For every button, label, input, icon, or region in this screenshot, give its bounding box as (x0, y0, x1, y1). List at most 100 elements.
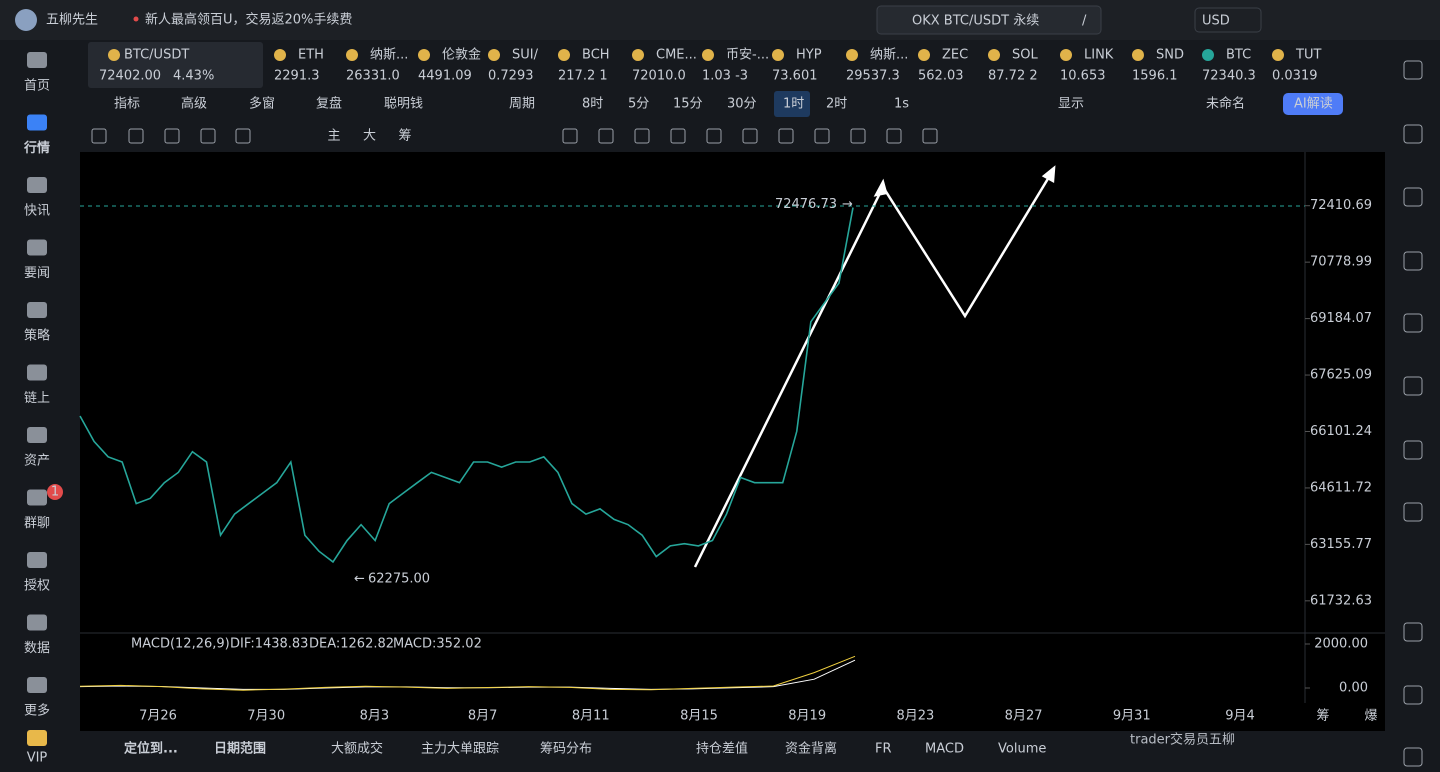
sidebar-icon[interactable] (27, 114, 47, 131)
tool-icon[interactable] (886, 128, 902, 144)
sidebar-label[interactable]: 策略 (24, 328, 50, 344)
tool-icon[interactable] (922, 128, 938, 144)
ticker-price[interactable]: 562.03 (918, 69, 964, 84)
sidebar-label[interactable]: 更多 (24, 703, 50, 719)
sidebar-label[interactable]: 资产 (24, 454, 50, 469)
ticker-price[interactable]: 2291.3 (274, 69, 320, 84)
drawing-tool[interactable]: 大 (363, 129, 376, 144)
sidebar-label[interactable]: 群聊 (24, 516, 50, 531)
right-icon[interactable] (1403, 376, 1423, 396)
avatar[interactable] (15, 9, 37, 31)
tool-icon[interactable] (670, 128, 686, 144)
ticker-name[interactable]: LINK (1084, 48, 1114, 63)
toolbar-item[interactable]: 多窗 (249, 96, 275, 112)
sidebar-icon[interactable] (27, 614, 47, 631)
ticker-name[interactable]: SND (1156, 48, 1184, 63)
ticker-name[interactable]: 纳斯... (370, 48, 408, 63)
bottom-tab[interactable]: Volume (998, 742, 1046, 757)
tool-icon[interactable] (200, 128, 216, 144)
sidebar-icon[interactable] (27, 364, 47, 381)
ticker-price[interactable]: 0.7293 (488, 69, 534, 84)
toolbar-item[interactable]: 周期 (509, 97, 535, 112)
ticker-name[interactable]: 伦敦金 (442, 47, 481, 63)
toolbar-item[interactable]: 聪明钱 (384, 97, 423, 112)
sidebar-label[interactable]: 行情 (23, 140, 50, 156)
sidebar-icon[interactable] (27, 427, 47, 443)
toolbar-item[interactable]: 15分 (673, 97, 703, 112)
ticker-price[interactable]: 1.03 -3 (702, 69, 748, 84)
sidebar-label[interactable]: 授权 (24, 578, 50, 594)
right-icon[interactable] (1403, 124, 1423, 144)
toolbar-item[interactable]: 8时 (582, 97, 603, 112)
sidebar-label[interactable]: 首页 (24, 79, 50, 94)
bottom-tab[interactable]: 日期范围 (214, 741, 266, 757)
ticker-name[interactable]: SOL (1012, 48, 1038, 63)
ticker-price[interactable]: 217.2 1 (558, 69, 608, 84)
ticker-price[interactable]: 29537.3 (846, 69, 900, 84)
ticker-price[interactable]: 0.0319 (1272, 69, 1318, 84)
right-icon[interactable] (1403, 440, 1423, 460)
toolbar-item[interactable]: 显示 (1058, 97, 1084, 112)
toolbar-item[interactable]: 5分 (628, 97, 649, 112)
drawing-tool[interactable]: 主 (327, 129, 340, 144)
toolbar-item[interactable]: 30分 (727, 97, 757, 112)
ticker-price[interactable]: 72402.00 (99, 69, 161, 84)
ticker-name[interactable]: 纳斯... (870, 48, 908, 63)
right-icon[interactable] (1403, 502, 1423, 522)
sidebar-icon[interactable] (27, 177, 47, 193)
right-icon[interactable] (1403, 251, 1423, 271)
sidebar-label[interactable]: 链上 (24, 391, 50, 406)
currency-select[interactable] (1194, 7, 1262, 33)
toolbar-item[interactable]: 1s (894, 97, 909, 112)
tool-icon[interactable] (706, 128, 722, 144)
tool-icon[interactable] (634, 128, 650, 144)
bottom-tab[interactable]: 筹码分布 (540, 741, 592, 757)
ticker-price[interactable]: 4491.09 (418, 69, 472, 84)
ticker-price[interactable]: 72340.3 (1202, 69, 1256, 84)
ticker-name[interactable]: ZEC (942, 48, 968, 63)
ticker-name[interactable]: HYP (796, 48, 822, 63)
ticker-price[interactable]: 10.653 (1060, 69, 1106, 84)
toolbar-item[interactable]: 高级 (181, 96, 207, 112)
ai-button[interactable] (1283, 93, 1343, 115)
tool-icon[interactable] (164, 128, 180, 144)
tool-icon[interactable] (128, 128, 144, 144)
bottom-tab[interactable]: 资金背离 (785, 741, 837, 757)
tool-icon[interactable] (742, 128, 758, 144)
tool-icon[interactable] (850, 128, 866, 144)
ticker-name[interactable]: ETH (298, 48, 324, 63)
ticker-name[interactable]: 币安-... (726, 48, 769, 63)
tool-icon[interactable] (814, 128, 830, 144)
right-icon[interactable] (1403, 313, 1423, 333)
ticker-name[interactable]: SUI/ (512, 48, 539, 63)
ticker-name[interactable]: CME... (656, 48, 697, 63)
drawing-tool[interactable]: 筹 (398, 128, 411, 144)
sidebar-icon[interactable] (27, 552, 47, 568)
sidebar-label[interactable]: 快讯 (24, 204, 50, 219)
sidebar-label[interactable]: VIP (27, 751, 48, 766)
right-icon[interactable] (1403, 60, 1423, 80)
right-icon[interactable] (1403, 622, 1423, 642)
sidebar-icon[interactable] (27, 677, 47, 693)
sidebar-icon[interactable] (27, 489, 47, 506)
ticker-name[interactable]: TUT (1295, 48, 1321, 63)
toolbar-item[interactable]: AI解读 (1294, 97, 1333, 112)
tool-icon[interactable] (235, 128, 251, 144)
sidebar-icon[interactable] (27, 730, 47, 746)
ticker-price[interactable]: 73.601 (772, 69, 818, 84)
ticker-price[interactable]: 72010.0 (632, 69, 686, 84)
bottom-tab[interactable]: MACD (925, 742, 964, 757)
bottom-tab[interactable]: 主力大单跟踪 (421, 742, 499, 757)
sidebar-icon[interactable] (27, 52, 47, 68)
ticker-name[interactable]: BCH (582, 48, 610, 63)
toolbar-item[interactable]: 1时 (783, 97, 804, 112)
ticker-name[interactable]: BTC/USDT (124, 48, 189, 63)
notice[interactable]: 新人最高领百U，交易返20%手续费 (145, 12, 352, 28)
bottom-tab[interactable]: 定位到... (123, 741, 178, 757)
search-box[interactable] (876, 5, 1102, 35)
toolbar-item[interactable]: 指标 (114, 97, 140, 112)
ticker-price[interactable]: 26331.0 (346, 69, 400, 84)
ticker-name[interactable]: BTC (1226, 48, 1251, 63)
bottom-tab[interactable]: 持仓差值 (696, 741, 748, 757)
sidebar-label[interactable]: 要闻 (24, 266, 50, 281)
